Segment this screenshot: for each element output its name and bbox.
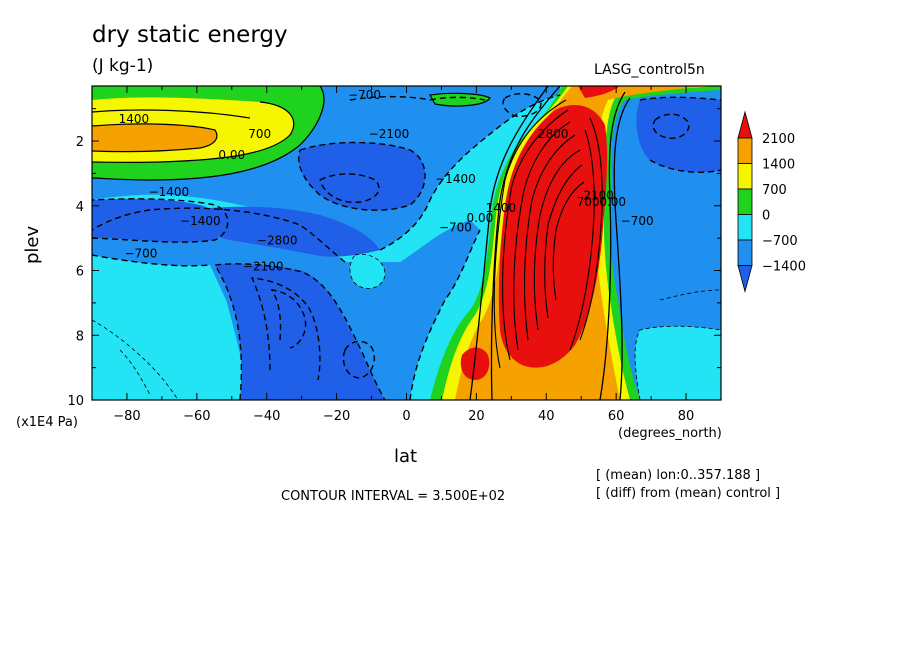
x-tick-label: −40 [253,409,280,424]
legend-swatch [737,163,753,190]
legend-label: 1400 [762,158,795,173]
x-axis-label: lat [394,446,418,467]
legend-labels: 2100 1400 700 0 −700 −1400 [762,132,806,275]
info-difference: [ (diff) from (mean) control ] [596,486,781,501]
contour-label: 700 [577,195,600,209]
contour-label-text: −700 [439,221,472,235]
info-longitude: [ (mean) lon:0..357.188 ] [596,468,761,483]
contour-label-text: −700 [124,247,157,261]
contour-label-text: −1400 [149,185,190,199]
x-tick-label: −80 [113,409,140,424]
x-tick-label: −60 [183,409,210,424]
contour-label: −700 [124,247,157,261]
y-tick-label: 8 [76,329,84,344]
contour-label: −1400 [149,185,190,199]
y-tick-label: 2 [76,135,84,150]
x-tick-label: 60 [608,409,625,424]
legend-swatch [737,188,753,215]
contour-label: −2100 [369,127,410,141]
y-tick-label: 10 [67,394,84,409]
contour-label: −700 [621,214,654,228]
contour-label: −2800 [257,234,298,248]
legend-swatch [737,214,753,241]
legend-label: 2100 [762,132,795,147]
x-tick-label: 20 [468,409,485,424]
y-axis-units: (x1E4 Pa) [16,415,78,430]
y-tick-label: 4 [76,200,84,215]
contour-label-text: −1400 [180,214,221,228]
x-axis-units: (degrees_north) [618,426,722,441]
contour-label: 2100 [583,188,614,202]
contour-label-text: −2800 [257,234,298,248]
legend-label: 0 [762,209,770,224]
contour-label: 700 [248,127,271,141]
contour-label: −700 [439,221,472,235]
contour-label-text: 0.00 [599,195,626,209]
y-tick-label: 6 [76,265,84,280]
color-legend [737,110,753,294]
chart-title: dry static energy [92,22,288,48]
contour-label: 0.00 [599,195,626,209]
legend-arrow-top [737,110,753,139]
dataset-name: LASG_control5n [594,62,705,78]
contour-label-text: 2800 [538,127,569,141]
contour-label: 0.00 [467,211,494,225]
contour-label: 1400 [486,201,517,215]
contour-label-text: 700 [248,127,271,141]
legend-arrow-bottom [737,265,753,294]
contour-label: 2800 [538,127,569,141]
contour-label: −700 [348,88,381,102]
contour-label: 1400 [119,112,150,126]
contour-lines [92,86,721,400]
y-tick-labels: 2 4 6 8 10 [67,135,84,409]
contour-label: −1400 [435,172,476,186]
contour-fill [92,86,721,400]
contour-label-text: 0.00 [218,148,245,162]
chart-units: (J kg-1) [92,56,154,76]
contour-label-text: 1400 [486,201,517,215]
contour-label-text: 1400 [119,112,150,126]
contour-label: −2100 [243,260,284,274]
contour-label-text: 0.00 [467,211,494,225]
contour-labels: 14007000.00−700−2100−1400−1400−700−2800−… [119,88,654,274]
contour-label-text: 700 [577,195,600,209]
contour-label: 0.00 [218,148,245,162]
x-tick-label: −20 [323,409,350,424]
contour-label-text: −2100 [369,127,410,141]
legend-label: −700 [762,234,798,249]
x-tick-label: 40 [538,409,555,424]
legend-label: 700 [762,183,787,198]
legend-swatch [737,239,753,266]
contour-label-text: −1400 [435,172,476,186]
legend-swatch [737,137,753,164]
axis-ticks [91,86,722,401]
contour-label-text: −700 [348,88,381,102]
contour-label-text: −700 [621,214,654,228]
contour-interval: CONTOUR INTERVAL = 3.500E+02 [281,489,506,504]
contour-label-text: −2100 [243,260,284,274]
x-tick-label: 80 [678,409,695,424]
x-tick-labels: −80 −60 −40 −20 0 20 40 60 80 [113,409,694,424]
legend-label: −1400 [762,260,806,275]
contour-label: −1400 [180,214,221,228]
x-tick-label: 0 [402,409,410,424]
contour-label-text: 2100 [583,188,614,202]
